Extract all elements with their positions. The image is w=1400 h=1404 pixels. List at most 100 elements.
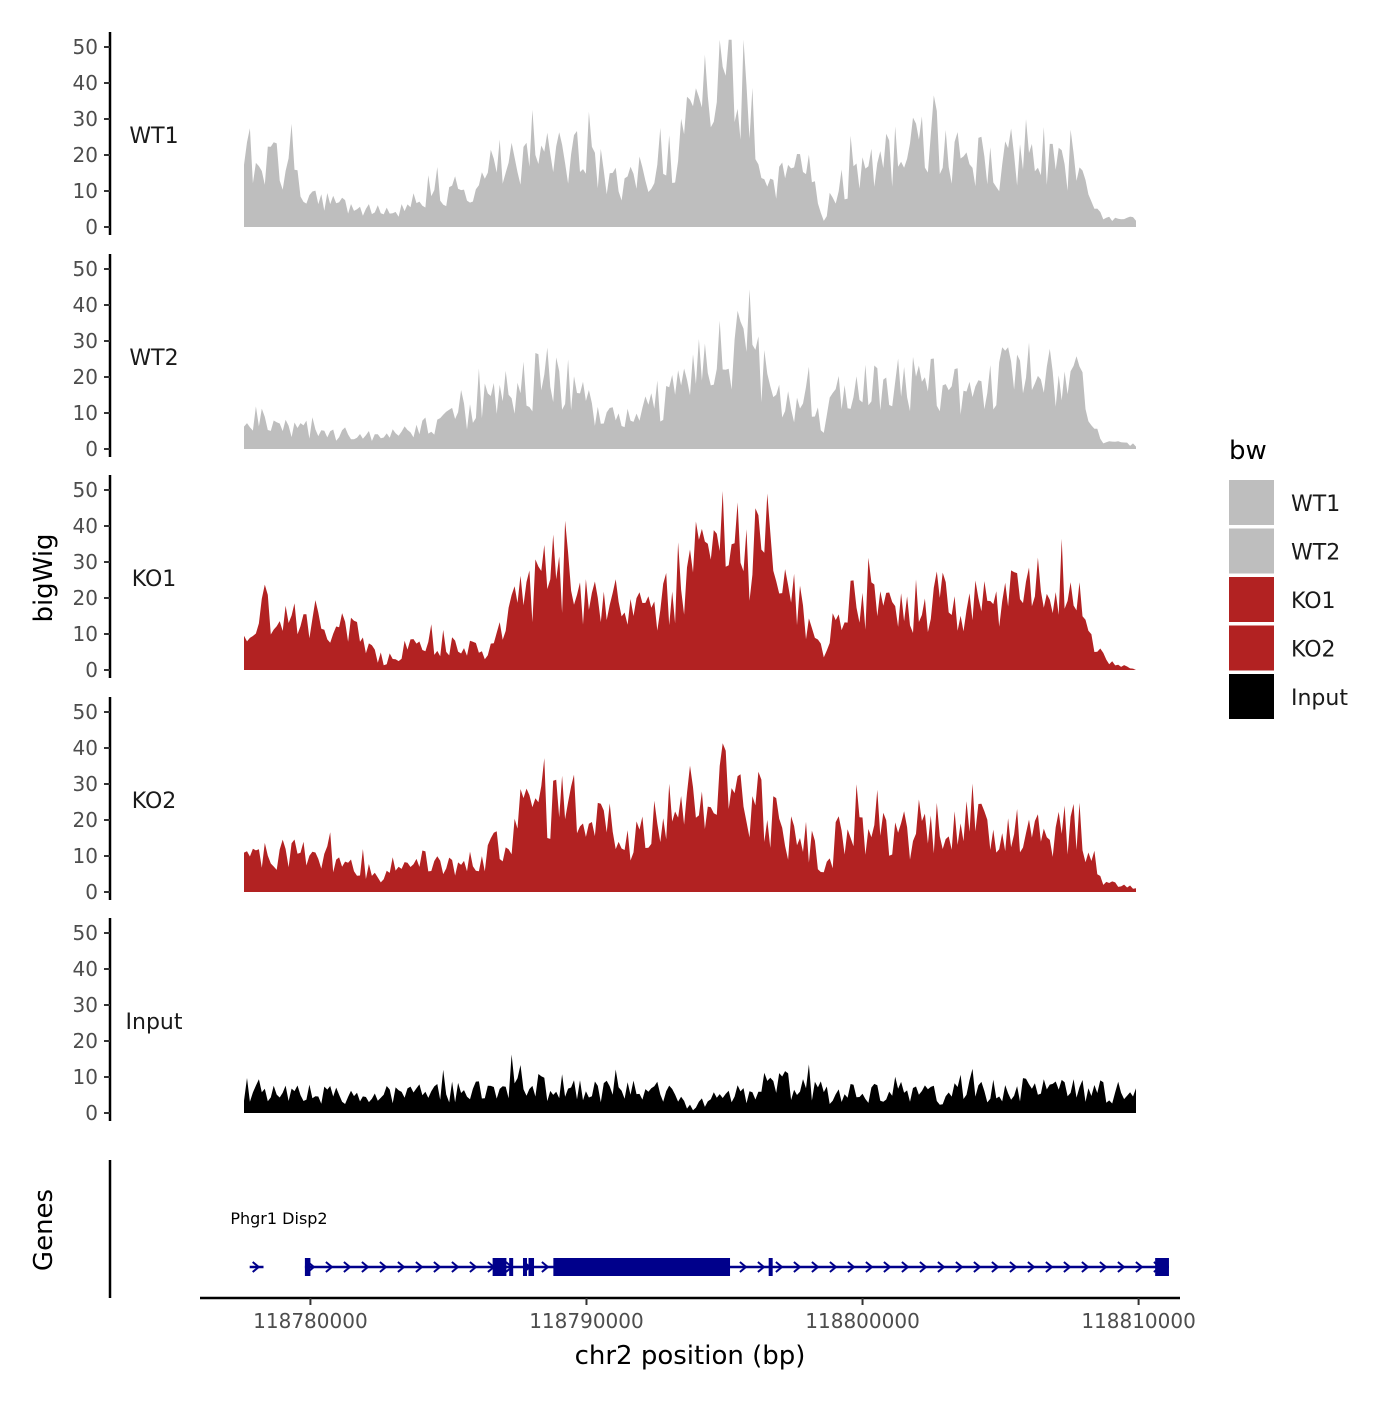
y-tick-label: 0 <box>85 215 98 239</box>
strand-chevron <box>973 1261 982 1273</box>
y-tick-label: 50 <box>73 257 98 281</box>
legend-label-ko2: KO2 <box>1291 638 1336 663</box>
strand-chevron <box>1135 1261 1144 1273</box>
strand-chevron <box>325 1261 334 1273</box>
strand-chevron <box>433 1261 442 1273</box>
y-tick-label: 10 <box>73 622 98 646</box>
strand-chevron <box>252 1261 261 1273</box>
track-label: WT1 <box>129 124 178 149</box>
coverage-area-ko2 <box>244 743 1136 892</box>
y-tick-label: 50 <box>73 700 98 724</box>
legend-swatch-ko2 <box>1229 625 1274 671</box>
strand-chevron <box>919 1261 928 1273</box>
strand-chevron <box>343 1261 352 1273</box>
strand-chevron <box>1027 1261 1036 1273</box>
gene-exon <box>522 1258 527 1276</box>
track-label: KO1 <box>132 567 177 592</box>
x-tick-label: 118800000 <box>805 1309 920 1333</box>
strand-chevron <box>1081 1261 1090 1273</box>
strand-chevron <box>1045 1261 1054 1273</box>
strand-chevron <box>739 1261 748 1273</box>
legend-title: bw <box>1229 436 1267 466</box>
strand-chevron <box>829 1261 838 1273</box>
legend-swatch-ko1 <box>1229 577 1274 622</box>
y-tick-label: 30 <box>73 107 98 131</box>
y-tick-label: 40 <box>73 293 98 317</box>
gene-exon <box>1155 1258 1169 1276</box>
track-panel-ko2: 0 10 20 30 40 50 KO2 <box>73 697 1136 904</box>
gene-disp2: Disp2 <box>282 1209 1169 1276</box>
y-tick-label: 0 <box>85 658 98 682</box>
x-tick-label: 118810000 <box>1081 1309 1196 1333</box>
y-tick-label: 0 <box>85 1101 98 1125</box>
y-tick-label: 10 <box>73 1065 98 1089</box>
y-tick-label: 20 <box>73 808 98 832</box>
genes-axis-title: Genes <box>29 1189 59 1271</box>
x-axis-title: chr2 position (bp) <box>575 1341 806 1371</box>
track-panel-ko1: 0 10 20 30 40 50 KO1 <box>73 475 1136 682</box>
y-tick-label: 40 <box>73 736 98 760</box>
y-tick-label: 20 <box>73 143 98 167</box>
gene-exon <box>768 1258 773 1276</box>
y-tick-label: 40 <box>73 71 98 95</box>
strand-chevron <box>469 1261 478 1273</box>
y-tick-label: 10 <box>73 401 98 425</box>
y-tick-label: 50 <box>73 921 98 945</box>
coverage-area-wt2 <box>244 289 1136 449</box>
strand-chevron <box>361 1261 370 1273</box>
strand-chevron <box>415 1261 424 1273</box>
y-tick-label: 30 <box>73 329 98 353</box>
track-panel-wt2: 0 10 20 30 40 50 WT2 <box>73 254 1136 461</box>
y-tick-label: 20 <box>73 365 98 389</box>
coverage-area-input <box>244 1054 1136 1113</box>
y-tick-label: 50 <box>73 478 98 502</box>
y-tick-label: 20 <box>73 586 98 610</box>
track-label: WT2 <box>129 346 178 371</box>
legend-label-wt2: WT2 <box>1291 541 1340 566</box>
y-tick-label: 30 <box>73 993 98 1017</box>
y-tick-label: 0 <box>85 437 98 461</box>
track-label: KO2 <box>132 789 177 814</box>
legend-label-input: Input <box>1291 686 1348 711</box>
strand-chevron <box>541 1261 550 1273</box>
track-label: Input <box>126 1010 183 1035</box>
gene-phgr1: Phgr1 <box>230 1209 277 1273</box>
strand-chevron <box>1063 1261 1072 1273</box>
strand-chevron <box>1117 1261 1126 1273</box>
gene-exon <box>304 1258 311 1276</box>
y-tick-label: 30 <box>73 550 98 574</box>
gene-label: Phgr1 <box>230 1209 277 1228</box>
legend-label-ko1: KO1 <box>1291 589 1336 614</box>
gene-exon <box>492 1258 507 1276</box>
coverage-area-wt1 <box>244 39 1136 227</box>
legend-swatch-wt2 <box>1229 528 1274 574</box>
y-tick-label: 30 <box>73 772 98 796</box>
track-panel-wt1: 0 10 20 30 40 50 WT1 <box>73 32 1136 239</box>
strand-chevron <box>757 1261 766 1273</box>
gene-exon <box>553 1258 731 1276</box>
legend-swatch-wt1 <box>1229 480 1274 525</box>
y-tick-label: 40 <box>73 514 98 538</box>
y-tick-label: 40 <box>73 957 98 981</box>
coverage-area-ko1 <box>244 491 1136 670</box>
y-axis-title: bigWig <box>29 533 59 622</box>
x-tick-label: 118780000 <box>253 1309 368 1333</box>
gene-label: Disp2 <box>282 1209 327 1228</box>
legend-swatch-input <box>1229 674 1274 719</box>
strand-chevron <box>793 1261 802 1273</box>
strand-chevron <box>397 1261 406 1273</box>
strand-chevron <box>811 1261 820 1273</box>
strand-chevron <box>901 1261 910 1273</box>
y-tick-label: 0 <box>85 880 98 904</box>
strand-chevron <box>451 1261 460 1273</box>
strand-chevron <box>991 1261 1000 1273</box>
strand-chevron <box>379 1261 388 1273</box>
gene-exon <box>528 1258 535 1276</box>
y-tick-label: 10 <box>73 844 98 868</box>
y-tick-label: 50 <box>73 35 98 59</box>
legend-label-wt1: WT1 <box>1291 492 1340 517</box>
strand-chevron <box>883 1261 892 1273</box>
strand-chevron <box>775 1261 784 1273</box>
